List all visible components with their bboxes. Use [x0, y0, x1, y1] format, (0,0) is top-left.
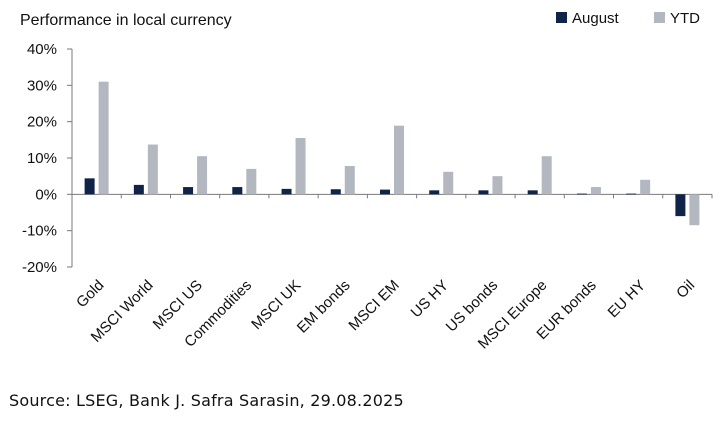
y-tick-label: 40%	[27, 41, 57, 58]
legend-swatch-ytd	[654, 12, 665, 23]
axes: -20% -10% 0% 10% 20% 30% 40%	[22, 41, 713, 276]
bar-august-eur-bonds	[576, 193, 587, 195]
bar-august-commodities	[232, 187, 243, 195]
bar-ytd-gold	[98, 81, 109, 195]
bar-ytd-msci-europe	[541, 156, 552, 195]
y-tick-label: -10%	[22, 223, 57, 240]
y-tick-label: 30%	[27, 77, 57, 94]
bar-august-msci-uk	[281, 188, 292, 195]
category-label: EU HY	[605, 277, 649, 321]
chart-title: Performance in local currency	[20, 12, 232, 29]
bar-august-msci-em	[380, 189, 390, 195]
legend-swatch-august	[556, 12, 567, 23]
bar-ytd-msci-em	[394, 125, 404, 195]
bar-ytd-us-bonds	[492, 176, 503, 195]
bar-ytd-oil	[689, 194, 700, 226]
bar-ytd-em-bonds	[344, 165, 355, 195]
bar-ytd-eu-hy	[640, 179, 651, 195]
category-label: EM bonds	[294, 277, 354, 337]
bar-august-oil	[675, 194, 686, 217]
bar-august-us-hy	[429, 190, 440, 195]
bar-august-gold	[84, 178, 95, 195]
bar-ytd-msci-world	[147, 144, 158, 195]
bar-august-us-bonds	[478, 190, 489, 195]
legend-label-august: August	[572, 10, 620, 27]
y-tick-label: 10%	[27, 150, 57, 167]
y-tick-label: -20%	[22, 259, 57, 276]
bar-ytd-eur-bonds	[590, 187, 601, 195]
bar-ytd-commodities	[246, 168, 257, 195]
y-tick-label: 20%	[27, 114, 57, 131]
legend: August YTD	[556, 10, 700, 27]
category-label: US HY	[408, 277, 452, 321]
bar-ytd-msci-us	[197, 156, 208, 195]
category-label: Oil	[673, 277, 698, 302]
bar-august-msci-us	[183, 187, 194, 195]
bar-chart: Performance in local currency August YTD …	[20, 10, 713, 353]
y-tick-label: 0%	[35, 186, 57, 203]
legend-label-ytd: YTD	[670, 10, 700, 27]
bars	[84, 81, 700, 226]
bar-ytd-us-hy	[443, 171, 454, 195]
bar-ytd-msci-uk	[295, 138, 306, 195]
bar-august-msci-world	[133, 184, 144, 195]
bar-august-eu-hy	[626, 193, 637, 195]
bar-august-msci-europe	[527, 190, 538, 195]
category-label: MSCI EM	[345, 277, 402, 334]
category-label: Gold	[73, 277, 107, 311]
bar-august-em-bonds	[330, 189, 341, 195]
source-note: Source: LSEG, Bank J. Safra Sarasin, 29.…	[9, 391, 404, 410]
